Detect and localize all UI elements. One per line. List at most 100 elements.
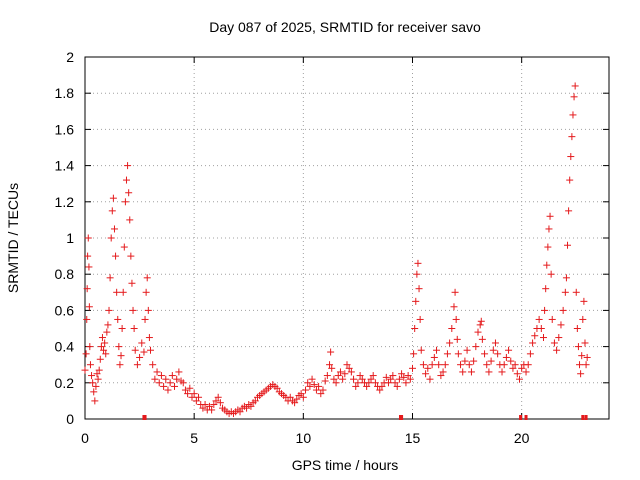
y-axis-label: SRMTID / TECUs xyxy=(5,183,21,293)
data-point xyxy=(107,234,115,242)
data-point xyxy=(129,306,137,314)
data-point xyxy=(391,379,399,387)
data-point xyxy=(477,317,485,325)
data-point xyxy=(529,339,537,347)
data-point xyxy=(85,303,93,311)
data-point xyxy=(412,297,420,305)
data-point xyxy=(345,364,353,372)
data-point xyxy=(297,390,305,398)
data-point xyxy=(568,133,576,141)
data-point xyxy=(138,339,146,347)
data-point xyxy=(110,225,118,233)
data-point xyxy=(387,375,395,383)
data-point xyxy=(459,368,467,376)
data-point xyxy=(369,372,377,380)
data-point xyxy=(142,288,150,296)
data-point xyxy=(291,399,299,407)
data-point xyxy=(315,382,323,390)
data-point xyxy=(144,306,152,314)
data-point xyxy=(451,288,459,296)
data-point xyxy=(94,375,102,383)
data-point xyxy=(564,241,572,249)
data-point xyxy=(489,346,497,354)
data-point xyxy=(463,346,471,354)
data-point xyxy=(155,379,163,387)
data-point xyxy=(513,370,521,378)
data-point xyxy=(181,386,189,394)
data-point xyxy=(450,303,458,311)
data-point xyxy=(457,361,465,369)
data-point xyxy=(562,274,570,282)
data-point xyxy=(205,402,213,410)
data-point xyxy=(543,261,551,269)
data-point xyxy=(559,306,567,314)
data-point xyxy=(82,350,90,358)
data-point xyxy=(93,370,101,378)
data-point xyxy=(406,375,414,383)
data-point xyxy=(157,372,165,380)
data-point xyxy=(192,397,200,405)
data-point xyxy=(149,361,157,369)
data-point xyxy=(410,350,418,358)
data-point xyxy=(293,395,301,403)
data-point xyxy=(430,353,438,361)
data-point xyxy=(500,361,508,369)
data-point xyxy=(498,368,506,376)
data-point xyxy=(580,297,588,305)
data-point xyxy=(443,350,451,358)
data-point xyxy=(336,368,344,376)
zero-marker xyxy=(584,415,588,420)
data-point xyxy=(507,357,515,365)
data-point xyxy=(168,372,176,380)
data-point xyxy=(332,379,340,387)
zero-marker xyxy=(143,415,147,420)
data-point xyxy=(579,315,587,323)
data-point xyxy=(545,225,553,233)
data-point xyxy=(576,361,584,369)
data-point xyxy=(404,372,412,380)
data-point xyxy=(550,339,558,347)
data-point xyxy=(354,379,362,387)
data-point xyxy=(106,274,114,282)
data-point xyxy=(535,315,543,323)
x-tick-label: 10 xyxy=(296,430,312,446)
data-point xyxy=(95,366,103,374)
data-point xyxy=(90,388,98,396)
data-point xyxy=(212,397,220,405)
data-point xyxy=(382,373,390,381)
data-point xyxy=(402,379,410,387)
data-point xyxy=(415,285,423,293)
data-point xyxy=(153,368,161,376)
y-tick-label: 2 xyxy=(66,49,74,65)
data-point xyxy=(522,368,530,376)
data-point xyxy=(583,353,591,361)
data-point xyxy=(524,361,532,369)
data-point xyxy=(133,361,141,369)
data-point xyxy=(448,325,456,332)
data-point xyxy=(339,375,347,383)
data-point xyxy=(577,370,585,378)
data-point xyxy=(358,375,366,383)
data-point xyxy=(483,361,491,369)
data-point xyxy=(553,346,561,354)
data-point xyxy=(424,364,432,372)
data-point xyxy=(414,259,422,267)
data-point xyxy=(581,339,589,347)
data-point xyxy=(143,274,151,282)
data-point xyxy=(494,350,502,358)
data-point xyxy=(88,372,96,380)
data-point xyxy=(312,386,320,394)
data-point xyxy=(86,343,94,351)
data-point xyxy=(214,393,222,401)
data-point xyxy=(531,332,539,340)
data-point xyxy=(188,393,196,401)
data-point xyxy=(128,279,136,287)
x-tick-label: 5 xyxy=(190,430,198,446)
y-tick-label: 1 xyxy=(66,230,74,246)
data-point xyxy=(574,343,582,351)
data-point xyxy=(319,386,327,394)
data-point xyxy=(105,306,113,314)
x-axis-label: GPS time / hours xyxy=(292,457,399,473)
data-point xyxy=(422,370,430,378)
data-point xyxy=(435,361,443,369)
